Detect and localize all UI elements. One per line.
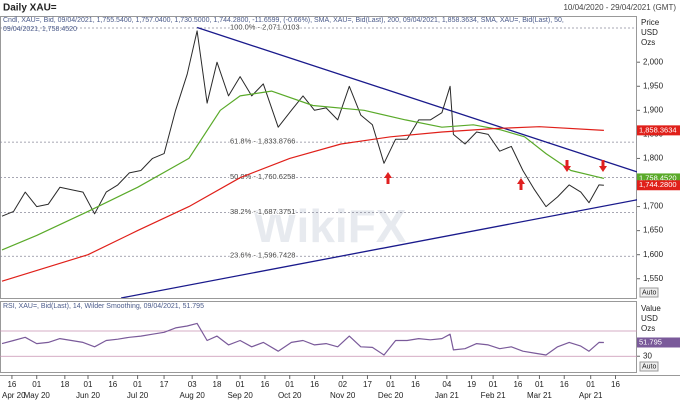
x-tick-label: 17 [160, 380, 169, 389]
x-tick-label: 16 [310, 380, 319, 389]
fib-label: 61.8% - 1,833.8766 [230, 137, 295, 146]
price-tag [637, 125, 680, 136]
x-tick-label: 01 [586, 380, 595, 389]
x-tick-label: 01 [84, 380, 93, 389]
plot-layer: 16 01 18 01 16 01 17 03 18 01 16 01 16 02 17 01 16 04 19 01… [0, 17, 680, 400]
x-tick-label: 04 [442, 380, 451, 389]
trendline [120, 199, 637, 298]
x-tick-label: 16 [108, 380, 117, 389]
price-tag [637, 337, 680, 348]
x-tick-label: 01 [535, 380, 544, 389]
axis-title: USD [641, 28, 658, 37]
x-tick-label: 16 [260, 380, 269, 389]
x-month-label: Dec 20 [378, 391, 404, 400]
fib-label: 50.0% - 1,760.6258 [230, 172, 295, 181]
x-tick-label: 01 [32, 380, 41, 389]
x-tick-label: 16 [560, 380, 569, 389]
x-tick-label: 16 [611, 380, 620, 389]
y-tick-label: 1,600 [643, 250, 664, 259]
x-tick-label: 01 [489, 380, 498, 389]
auto-button[interactable] [639, 287, 659, 298]
down-arrow [563, 160, 571, 172]
x-tick-label: 16 [411, 380, 420, 389]
axis-title: Ozs [641, 324, 655, 333]
x-month-label: May 20 [24, 391, 51, 400]
price-tag-label: 1,758.4520 [639, 173, 677, 182]
x-month-label: Sep 20 [227, 391, 253, 400]
axis-title: Price [641, 18, 660, 27]
price-tag [637, 173, 680, 184]
x-month-label: Mar 21 [527, 391, 552, 400]
x-tick-label: 01 [386, 380, 395, 389]
y-tick-label: 1,800 [643, 154, 664, 163]
trendline [196, 26, 637, 173]
x-tick-label: 01 [236, 380, 245, 389]
price-tag-label: 51.795 [639, 337, 662, 346]
rsi-panel-frame [0, 301, 637, 373]
y-tick-label: 1,550 [643, 274, 664, 283]
price-tag-label: 1,744.2800 [639, 180, 677, 189]
panel: 100.0% - 2,071.0103 61.8% - 1,833.8766 50.… [0, 22, 637, 298]
x-tick-label: 01 [133, 380, 142, 389]
price-tag-label: 1,858.3634 [639, 125, 677, 134]
x-tick-label: 16 [513, 380, 522, 389]
axis-title: USD [641, 314, 658, 323]
x-month-label: Apr 20 [2, 391, 26, 400]
up-arrow [384, 172, 392, 184]
y-tick-label: 1,900 [643, 105, 664, 114]
date-range: 10/04/2020 - 29/04/2021 (GMT) [563, 3, 676, 12]
legend-text: 09/04/2021, 1,758.4520 [3, 26, 77, 33]
up-arrow [517, 178, 525, 190]
legend-text: Cndl, XAU=, Bid, 09/04/2021, 1,755.5400,… [3, 17, 564, 24]
watermark: WikiFX [254, 200, 407, 252]
axis-title: Ozs [641, 38, 655, 47]
y-tick-label: 30 [643, 351, 652, 360]
x-tick-label: 01 [285, 380, 294, 389]
axis-title: Value [641, 304, 661, 313]
x-month-label: Feb 21 [481, 391, 506, 400]
series-line [1, 322, 604, 356]
auto-button[interactable] [639, 361, 659, 372]
x-month-label: Nov 20 [330, 391, 356, 400]
fib-label: 23.6% - 1,596.7428 [230, 251, 295, 260]
y-tick-label: 2,000 [643, 57, 664, 66]
x-tick-label: 19 [467, 380, 476, 389]
series-line [1, 90, 605, 251]
signal-arrows [384, 160, 607, 190]
x-month-label: Jan 21 [435, 391, 460, 400]
x-month-label: Jun 20 [76, 391, 101, 400]
series-line [1, 30, 604, 217]
x-tick-label: 18 [60, 380, 69, 389]
x-month-label: Oct 20 [278, 391, 302, 400]
x-tick-label: 02 [338, 380, 347, 389]
fib-label: 100.0% - 2,071.0103 [230, 23, 300, 32]
chart-title: Daily XAU= [3, 3, 57, 14]
legend-text: RSI, XAU=, Bid(Last), 14, Wilder Smoothi… [3, 303, 204, 310]
panel [0, 322, 637, 357]
price-tag [637, 180, 680, 191]
x-month-label: Aug 20 [179, 391, 205, 400]
down-arrow [599, 160, 607, 172]
series-line [1, 126, 604, 282]
x-month-label: Apr 21 [579, 391, 603, 400]
y-tick-label: 1,650 [643, 226, 664, 235]
y-tick-label: 1,950 [643, 81, 664, 90]
y-tick-label: 1,700 [643, 202, 664, 211]
price-panel-frame [0, 16, 637, 299]
fib-label: 38.2% - 1,687.3751 [230, 207, 295, 216]
x-tick-label: 17 [363, 380, 372, 389]
auto-label[interactable]: Auto [642, 363, 657, 370]
auto-label[interactable]: Auto [642, 289, 657, 296]
x-month-label: Jul 20 [127, 391, 149, 400]
x-tick-label: 16 [7, 380, 16, 389]
x-tick-label: 18 [213, 380, 222, 389]
x-tick-label: 03 [188, 380, 197, 389]
